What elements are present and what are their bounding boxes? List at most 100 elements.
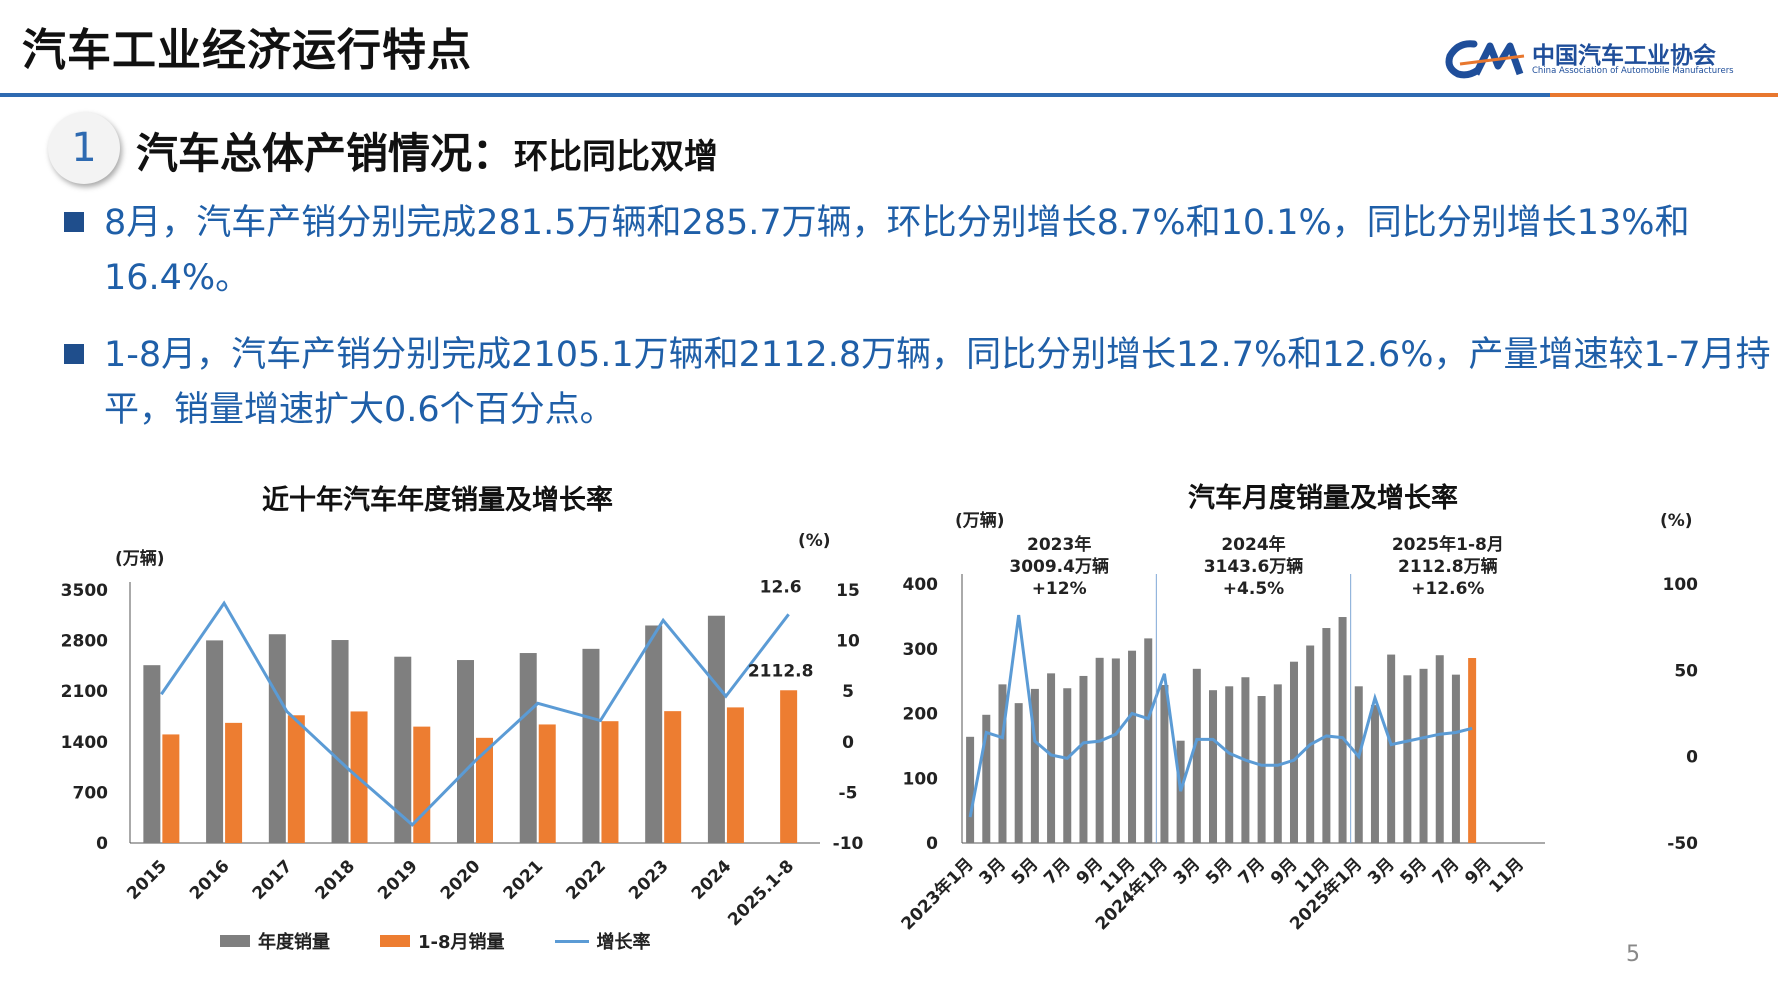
x-axis-tick: 2018 [311, 856, 359, 904]
left-axis-tick: 100 [903, 769, 939, 789]
monthly-sales-bar [1063, 688, 1072, 843]
legend-swatch-ytd [380, 935, 410, 947]
annual-sales-bar [206, 640, 224, 843]
monthly-sales-bar [1128, 650, 1137, 843]
annual-sales-bar [582, 648, 600, 843]
monthly-sales-bar [1419, 668, 1428, 843]
right-axis-tick: 15 [836, 581, 860, 601]
ytd-data-label: 2112.8 [748, 661, 814, 681]
header-divider-blue [0, 93, 1778, 97]
logo-english-name: China Association of Automobile Manufact… [1532, 66, 1734, 76]
legend-swatch-growth [554, 939, 589, 943]
left-axis-tick: 1400 [61, 733, 108, 753]
left-axis-unit: (万辆) [115, 548, 165, 569]
year-annotation-value: 2112.8万辆 [1398, 556, 1498, 577]
x-axis-tick: 2016 [186, 856, 234, 904]
monthly-sales-bar [1387, 654, 1396, 843]
monthly-sales-bar [1047, 673, 1056, 843]
monthly-sales-bar [1468, 658, 1477, 843]
bullet-august: 8月，汽车产销分别完成281.5万辆和285.7万辆，环比分别增长8.7%和10… [64, 196, 1754, 308]
page-number: 5 [1626, 942, 1640, 967]
monthly-sales-bar [1160, 685, 1169, 843]
right-axis-tick: 10 [836, 632, 860, 652]
legend-swatch-annual [220, 935, 250, 947]
year-annotation-label: 2024年 [1221, 534, 1285, 555]
monthly-sales-bar [1095, 657, 1104, 843]
monthly-sales-bar [1338, 617, 1347, 843]
ytd-sales-bar [664, 711, 682, 843]
x-axis-tick: 5月 [1202, 854, 1237, 889]
annual-sales-bar [519, 653, 537, 843]
ytd-sales-bar [162, 734, 180, 843]
x-axis-tick: 3月 [975, 854, 1010, 889]
x-axis-tick: 11月 [1485, 854, 1528, 897]
bullet-square-icon [64, 212, 84, 232]
chart-title-annual: 近十年汽车年度销量及增长率 [262, 485, 613, 516]
logo-chinese-name: 中国汽车工业协会 [1532, 43, 1716, 69]
section-title-main: 汽车总体产销情况： [136, 129, 515, 178]
x-axis-tick: 2023年1月 [897, 854, 978, 935]
annual-sales-bar [707, 615, 725, 843]
annual-sales-bar [394, 656, 412, 843]
monthly-sales-bar [1014, 703, 1023, 843]
x-axis-tick: 3月 [1170, 854, 1205, 889]
annual-sales-bar [457, 660, 474, 843]
bullet-square-icon [64, 344, 84, 364]
growth-data-label: 12.6 [760, 577, 802, 597]
section-title: 汽车总体产销情况：环比同比双增 [136, 120, 718, 181]
monthly-sales-bar [1111, 658, 1120, 843]
x-axis-tick: 3月 [1364, 854, 1399, 889]
monthly-sales-bar [1176, 740, 1185, 843]
section-subtitle: 环比同比双增 [514, 137, 719, 177]
x-axis-tick: 2022 [562, 856, 610, 904]
monthly-sales-bar [1403, 675, 1412, 843]
monthly-sales-bar [1192, 668, 1201, 843]
right-axis-unit: (%) [1660, 511, 1693, 531]
year-annotation-growth: +12.6% [1411, 579, 1484, 599]
monthly-sales-bar [1354, 686, 1363, 843]
right-axis-tick: -10 [833, 834, 864, 854]
left-axis-tick: 400 [903, 575, 939, 595]
x-axis-tick: 5月 [1397, 854, 1432, 889]
monthly-sales-bar [1435, 655, 1444, 843]
ytd-sales-bar [476, 737, 493, 843]
x-axis-tick: 2020 [437, 856, 485, 904]
year-annotation-label: 2023年 [1027, 534, 1091, 555]
monthly-sales-bar [1273, 684, 1282, 843]
right-axis-tick: -5 [839, 783, 858, 803]
left-axis-tick: 2800 [61, 632, 108, 652]
left-axis-unit: (万辆) [955, 510, 1005, 531]
annual-sales-chart: (万辆) (%) 3500 2800 2100 1400 700 0 15 10 5 0 -5 -10 20… [61, 531, 864, 930]
legend-label-ytd: 1-8月销量 [418, 932, 505, 953]
right-axis-tick: 0 [842, 733, 854, 753]
monthly-sales-bar [1451, 674, 1460, 843]
ytd-sales-bar [780, 690, 798, 843]
x-axis-tick: 2015 [123, 856, 171, 904]
right-axis-tick: -50 [1667, 834, 1698, 854]
x-axis-tick: 2017 [249, 856, 297, 904]
x-axis-tick: 2021 [500, 856, 548, 904]
legend-label-growth: 增长率 [596, 932, 651, 953]
x-axis-tick: 2024 [688, 856, 736, 904]
monthly-sales-bar [1225, 686, 1234, 843]
association-logo: 中国汽车工业协会 China Association of Automobile… [1440, 34, 1760, 84]
chart-title-monthly: 汽车月度销量及增长率 [1188, 483, 1458, 514]
ytd-sales-bar [726, 707, 744, 843]
right-axis-tick: 0 [1686, 748, 1698, 768]
left-axis-tick: 0 [926, 834, 938, 854]
year-annotation-value: 3009.4万辆 [1009, 556, 1109, 577]
ytd-sales-bar [225, 722, 243, 843]
section-number-badge: 1 [48, 112, 120, 184]
year-annotation-label: 2025年1-8月 [1392, 534, 1504, 555]
ytd-sales-bar [601, 721, 619, 843]
ytd-sales-bar [413, 726, 431, 843]
cam-logo-icon [1445, 40, 1525, 79]
monthly-sales-chart: (万辆) (%)4003002001000100500-502023年1月3月5月… [897, 510, 1698, 935]
x-axis-tick: 2023 [625, 856, 673, 904]
page-title: 汽车工业经济运行特点 [22, 25, 472, 76]
bullet-ytd: 1-8月，汽车产销分别完成2105.1万辆和2112.8万辆，同比分别增长12.… [64, 328, 1771, 440]
bullet-text: 8月，汽车产销分别完成281.5万辆和285.7万辆，环比分别增长8.7%和10… [104, 203, 1690, 298]
monthly-sales-bar [966, 736, 975, 843]
right-axis-unit: (%) [798, 531, 831, 551]
monthly-growth-line [968, 614, 1473, 818]
